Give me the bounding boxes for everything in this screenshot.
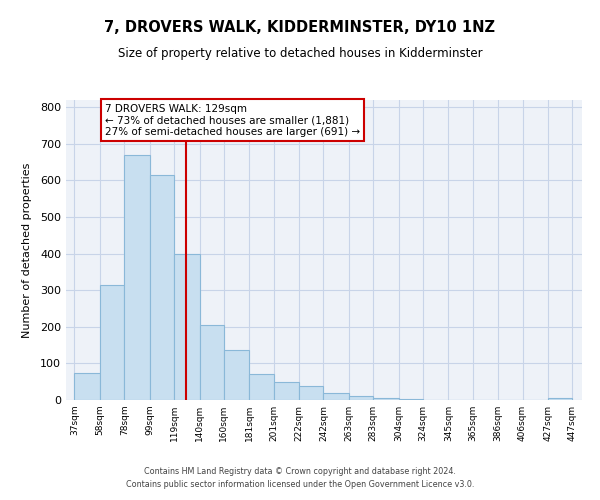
Bar [250, 374, 274, 400]
Bar [124, 155, 150, 400]
Text: Contains public sector information licensed under the Open Government Licence v3: Contains public sector information licen… [126, 480, 474, 489]
Text: 7 DROVERS WALK: 129sqm
← 73% of detached houses are smaller (1,881)
27% of semi-: 7 DROVERS WALK: 129sqm ← 73% of detached… [105, 104, 360, 137]
Bar [548, 398, 572, 400]
Y-axis label: Number of detached properties: Number of detached properties [22, 162, 32, 338]
Text: 7, DROVERS WALK, KIDDERMINSTER, DY10 1NZ: 7, DROVERS WALK, KIDDERMINSTER, DY10 1NZ [104, 20, 496, 35]
Bar [323, 392, 349, 400]
Bar [349, 396, 373, 400]
Bar [74, 372, 100, 400]
Bar [100, 285, 124, 400]
Bar [299, 386, 323, 400]
Bar [274, 382, 299, 400]
Text: Contains HM Land Registry data © Crown copyright and database right 2024.: Contains HM Land Registry data © Crown c… [144, 467, 456, 476]
Text: Size of property relative to detached houses in Kidderminster: Size of property relative to detached ho… [118, 48, 482, 60]
Bar [150, 175, 174, 400]
Bar [200, 325, 224, 400]
Bar [224, 350, 250, 400]
Bar [373, 398, 398, 400]
Bar [174, 254, 200, 400]
